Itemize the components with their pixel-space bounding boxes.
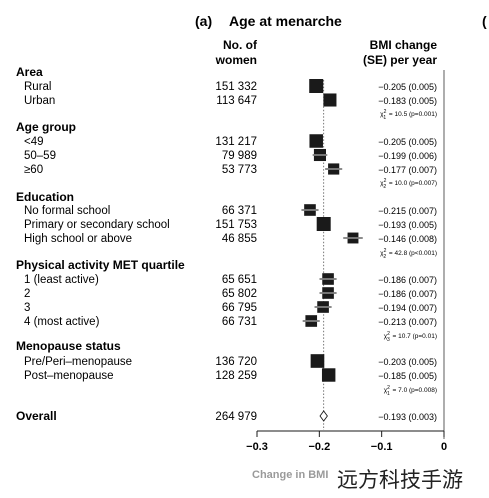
n-column-header-line1: No. of (223, 38, 258, 52)
row-label: Primary or secondary school (24, 219, 170, 231)
chi-statistic: = 42.8 (p<0.001) (387, 250, 437, 257)
chi-statistic: = 10.0 (p=0.007) (387, 180, 437, 187)
row-count: 65 802 (222, 288, 257, 300)
group-heading: Education (16, 190, 74, 204)
group-heading: Physical activity MET quartile (16, 258, 185, 272)
row-label: High school or above (24, 233, 132, 245)
chi-squared-power: 2 (387, 331, 390, 337)
chi-symbol: χ (380, 250, 384, 257)
row-count: 65 651 (222, 274, 257, 286)
chi-statistic: = 10.7 (p=0.01) (391, 333, 437, 340)
x-tick-label: −0.1 (371, 441, 393, 453)
row-count: 131 217 (215, 136, 257, 148)
row-label: 50–59 (24, 150, 56, 162)
x-tick-label: 0 (441, 441, 447, 453)
chi-squared-power: 2 (384, 248, 387, 254)
row-label: <49 (24, 136, 44, 148)
row-estimate: −0.199 (0.006) (378, 151, 437, 161)
n-column-header-line2: women (215, 53, 257, 67)
watermark: 远方科技手游 (337, 468, 463, 492)
row-label: 2 (24, 288, 30, 300)
chi-degrees-freedom: 3 (387, 337, 390, 343)
panel-letter: (a) (195, 13, 212, 29)
overall-count: 264 979 (215, 411, 257, 423)
point-estimate (323, 93, 337, 107)
group-heading: Menopause status (16, 339, 121, 353)
row-estimate: −0.215 (0.007) (378, 206, 437, 216)
chi-symbol: χ (384, 333, 388, 340)
chi-squared-power: 2 (387, 385, 390, 391)
chi-squared-power: 2 (384, 178, 387, 184)
chi-degrees-freedom: 2 (383, 254, 386, 260)
estimate-column-header-line1: BMI change (370, 38, 438, 52)
heterogeneity-test: χ2 3 = 10.7 (p=0.01) (384, 331, 437, 343)
point-estimate (310, 354, 325, 368)
panel-title: Age at menarche (229, 13, 342, 29)
row-estimate: −0.194 (0.007) (378, 303, 437, 313)
chi-symbol: χ (380, 180, 384, 187)
row-label: No formal school (24, 205, 110, 217)
chi-squared-power: 2 (384, 109, 387, 115)
overall-diamond (319, 410, 328, 422)
row-count: 128 259 (215, 370, 257, 382)
chi-degrees-freedom: 2 (383, 184, 386, 190)
row-count: 46 855 (222, 233, 257, 245)
x-tick-label: −0.3 (246, 441, 268, 453)
heterogeneity-test: χ2 1 = 7.0 (p=0.008) (384, 385, 437, 397)
x-axis-label: Change in BMI (252, 469, 328, 481)
row-estimate: −0.185 (0.005) (378, 371, 437, 381)
group-heading: Age group (16, 120, 76, 134)
row-estimate: −0.205 (0.005) (378, 137, 437, 147)
point-estimate (309, 134, 323, 148)
chi-degrees-freedom: 1 (383, 115, 386, 121)
row-estimate: −0.146 (0.008) (378, 234, 437, 244)
heterogeneity-test: χ2 2 = 42.8 (p<0.001) (380, 248, 437, 260)
row-estimate: −0.213 (0.007) (378, 317, 437, 327)
x-axis: −0.3 −0.2 −0.1 0 (246, 430, 447, 453)
overall-estimate: −0.193 (0.003) (378, 412, 437, 422)
chi-statistic: = 10.5 (p=0.001) (387, 111, 437, 118)
estimate-column-header-line2: (SE) per year (363, 53, 437, 67)
row-count: 151 753 (215, 219, 257, 231)
heterogeneity-test: χ2 1 = 10.5 (p=0.001) (380, 109, 437, 121)
point-estimate (316, 217, 331, 231)
point-estimate (321, 368, 336, 382)
row-count: 66 731 (222, 316, 257, 328)
row-count: 136 720 (215, 356, 257, 368)
row-label: Urban (24, 95, 55, 107)
chi-symbol: χ (380, 111, 384, 118)
row-estimate: −0.193 (0.005) (378, 220, 437, 230)
row-estimate: −0.183 (0.005) (378, 96, 437, 106)
row-label: Post–menopause (24, 370, 114, 382)
row-estimate: −0.177 (0.007) (378, 165, 437, 175)
row-count: 151 332 (215, 81, 257, 93)
row-estimate: −0.186 (0.007) (378, 275, 437, 285)
row-label: ≥60 (24, 164, 43, 176)
row-label: 4 (most active) (24, 316, 100, 328)
row-estimate: −0.205 (0.005) (378, 82, 437, 92)
row-count: 79 989 (222, 150, 257, 162)
point-estimate (309, 79, 324, 93)
group-heading: Area (16, 65, 43, 79)
overall-label: Overall (16, 409, 57, 423)
row-label: Pre/Peri–menopause (24, 356, 132, 368)
row-count: 66 795 (222, 302, 257, 314)
heterogeneity-test: χ2 2 = 10.0 (p=0.007) (380, 178, 437, 190)
row-estimate: −0.203 (0.005) (378, 357, 437, 367)
chi-statistic: = 7.0 (p=0.008) (391, 387, 437, 394)
row-label: 1 (least active) (24, 274, 99, 286)
chi-symbol: χ (384, 387, 388, 394)
chi-degrees-freedom: 1 (387, 391, 390, 397)
row-label: Rural (24, 81, 51, 93)
row-estimate: −0.186 (0.007) (378, 289, 437, 299)
row-label: 3 (24, 302, 30, 314)
next-panel-edge-glyph: ( (482, 13, 487, 29)
row-count: 113 647 (216, 95, 257, 107)
row-count: 66 371 (222, 205, 257, 217)
x-tick-label: −0.2 (308, 441, 330, 453)
row-count: 53 773 (222, 164, 257, 176)
